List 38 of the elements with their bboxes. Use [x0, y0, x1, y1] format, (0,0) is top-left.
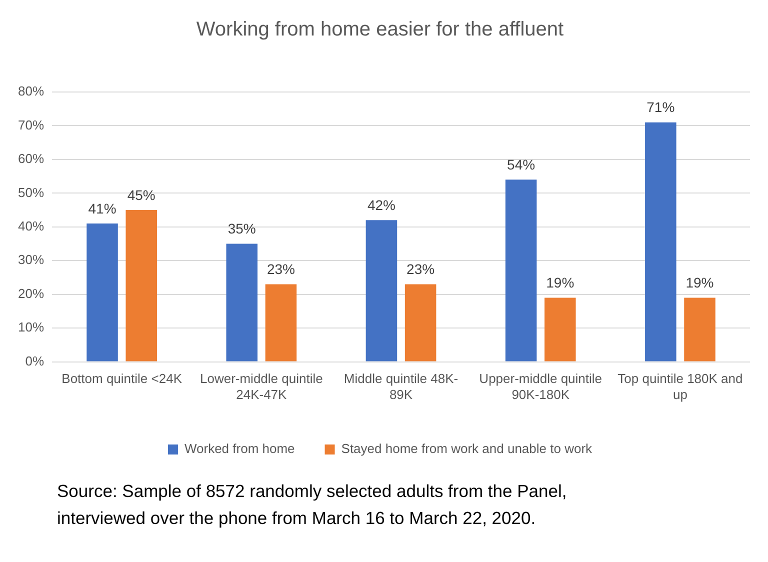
y-tick-label: 20% — [18, 286, 44, 301]
data-label: 19% — [546, 274, 574, 291]
bar — [404, 284, 436, 362]
bar — [544, 298, 576, 362]
bar — [86, 224, 118, 362]
x-tick-label: Lower-middle quintile 24K-47K — [200, 371, 323, 402]
source-note: Source: Sample of 8572 randomly selected adults from the Panel, interviewed over the phone from March 16 to March 22, 2020. — [57, 480, 568, 530]
data-label: 23% — [266, 261, 295, 278]
data-label: 54% — [507, 156, 536, 173]
y-tick-label: 0% — [25, 353, 44, 368]
bar — [366, 220, 398, 362]
bar — [684, 298, 716, 362]
data-label: 41% — [88, 200, 116, 216]
y-tick-label: 50% — [18, 184, 44, 200]
data-label: 71% — [646, 99, 675, 116]
x-tick-label: Bottom quintile <24K — [62, 371, 182, 386]
x-tick-label: Top quintile 180K and up — [618, 371, 743, 402]
chart-title: Working from home easier for the affluent — [196, 18, 564, 41]
y-tick-label: 30% — [18, 252, 44, 268]
bar — [645, 122, 676, 362]
x-tick-label: Upper-middle quintile 90K-180K — [479, 371, 602, 402]
data-label: 45% — [127, 186, 156, 203]
data-label: 42% — [367, 197, 396, 214]
y-tick-label: 80% — [18, 84, 44, 99]
data-label: 23% — [406, 261, 435, 278]
y-tick-label: 60% — [18, 151, 44, 166]
bar — [126, 210, 157, 362]
y-tick-label: 40% — [18, 218, 44, 234]
bar — [505, 180, 537, 362]
x-tick-label: Middle quintile 48K-89K — [344, 371, 458, 402]
data-label: 19% — [686, 274, 714, 291]
y-tick-label: 70% — [18, 117, 44, 132]
data-label: 35% — [228, 220, 256, 237]
legend-label: Stayed home from work and unable to work — [341, 441, 593, 456]
legend-label: Worked from home — [184, 441, 295, 456]
bar — [265, 284, 297, 362]
bar — [226, 244, 258, 362]
y-tick-label: 10% — [18, 320, 44, 335]
